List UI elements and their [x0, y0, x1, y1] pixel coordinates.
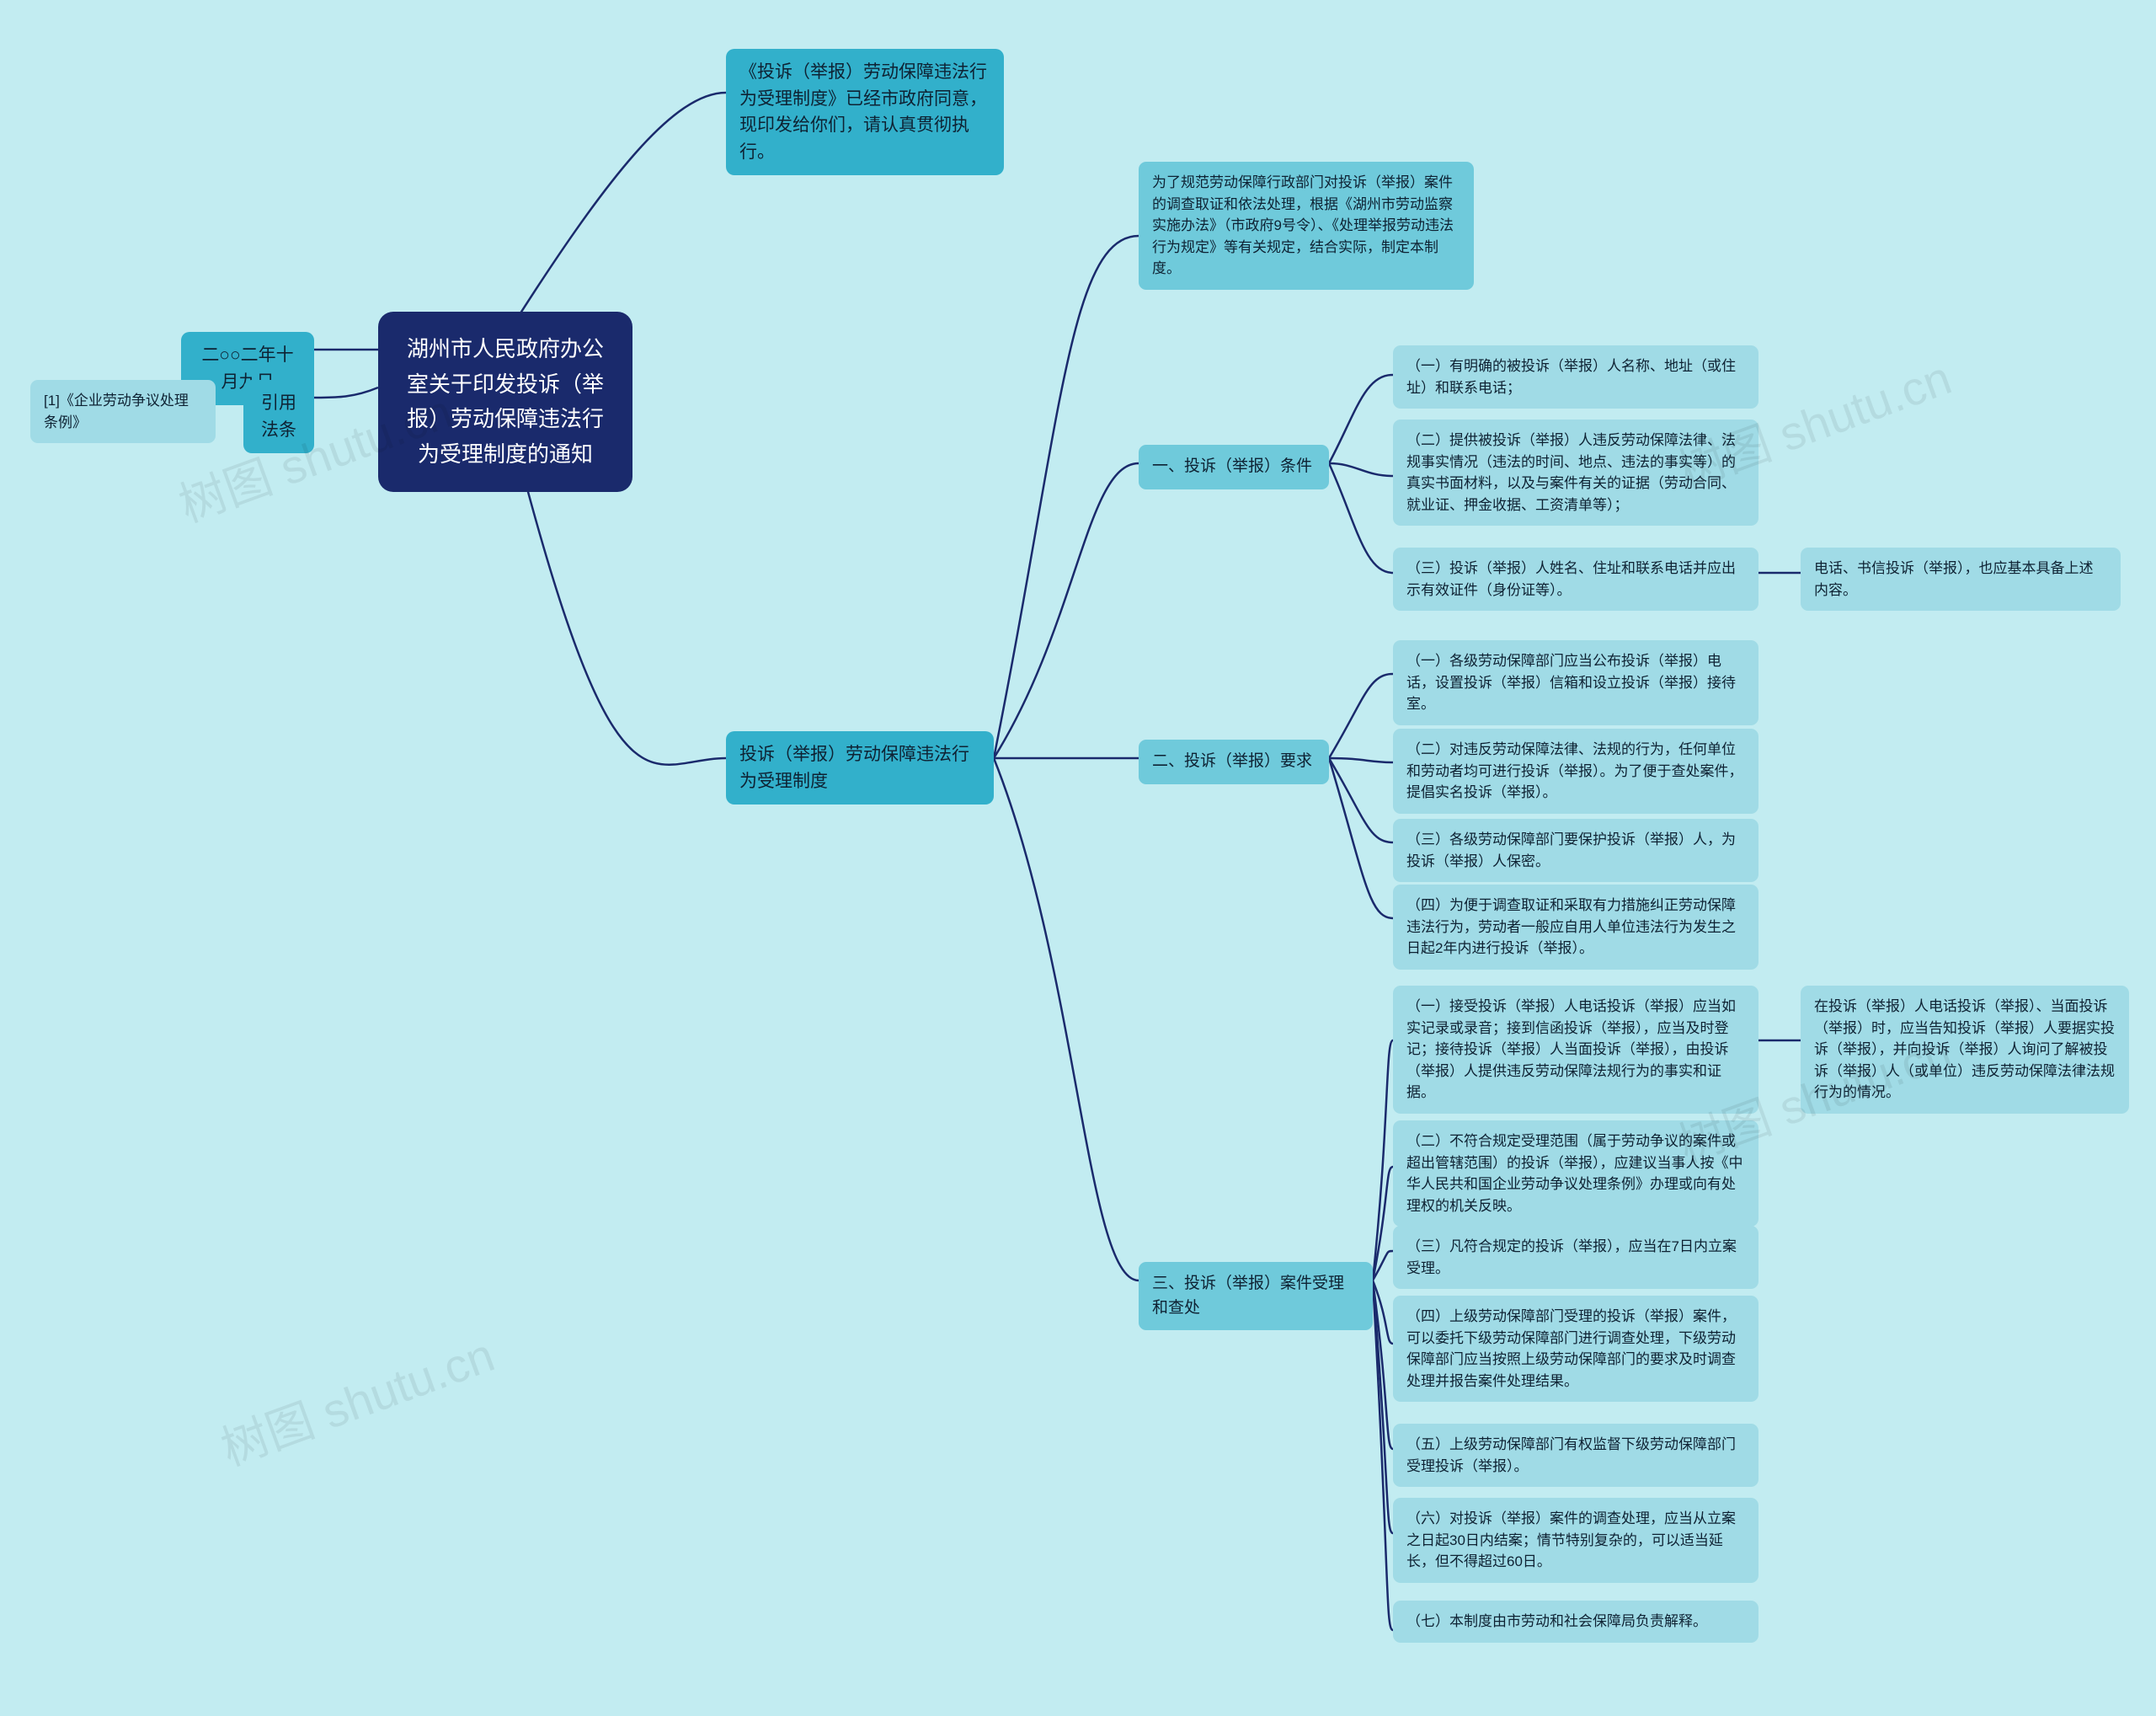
s3-i7-text: （七）本制度由市劳动和社会保障局负责解释。: [1406, 1613, 1707, 1629]
root-node[interactable]: 湖州市人民政府办公室关于印发投诉（举报）劳动保障违法行为受理制度的通知: [378, 312, 632, 492]
s3-i3-text: （三）凡符合规定的投诉（举报），应当在7日内立案受理。: [1406, 1238, 1737, 1276]
s2-i2-text: （二）对违反劳动保障法律、法规的行为，任何单位和劳动者均可进行投诉（举报）。为了…: [1406, 741, 1743, 800]
preface-text: 为了规范劳动保障行政部门对投诉（举报）案件的调查取证和依法处理，根据《湖州市劳动…: [1152, 174, 1454, 276]
s1-header-text: 一、投诉（举报）条件: [1152, 457, 1312, 475]
s3-i4-text: （四）上级劳动保障部门受理的投诉（举报）案件，可以委托下级劳动保障部门进行调查处…: [1406, 1308, 1736, 1389]
top-branch-text: 《投诉（举报）劳动保障违法行为受理制度》已经市政府同意，现印发给你们，请认真贯彻…: [739, 62, 987, 162]
s1-i3-node[interactable]: （三）投诉（举报）人姓名、住址和联系电话并应出示有效证件（身份证等）。: [1393, 548, 1758, 611]
s3-header-text: 三、投诉（举报）案件受理和查处: [1152, 1275, 1344, 1317]
connector-layer: [0, 0, 2156, 1716]
s3-i1-node[interactable]: （一）接受投诉（举报）人电话投诉（举报）应当如实记录或录音；接到信函投诉（举报）…: [1393, 986, 1758, 1114]
s1-i1-text: （一）有明确的被投诉（举报）人名称、地址（或住址）和联系电话；: [1406, 358, 1736, 396]
s1-i2-node[interactable]: （二）提供被投诉（举报）人违反劳动保障法律、法规事实情况（违法的时间、地点、违法…: [1393, 420, 1758, 526]
s3-i2-node[interactable]: （二）不符合规定受理范围（属于劳动争议的案件或超出管辖范围）的投诉（举报），应建…: [1393, 1120, 1758, 1227]
cite-text: [1]《企业劳动争议处理条例》: [44, 393, 189, 430]
s3-i6-text: （六）对投诉（举报）案件的调查处理，应当从立案之日起30日内结案；情节特别复杂的…: [1406, 1510, 1736, 1569]
s1-i3-text: （三）投诉（举报）人姓名、住址和联系电话并应出示有效证件（身份证等）。: [1406, 560, 1736, 598]
s1-i1-node[interactable]: （一）有明确的被投诉（举报）人名称、地址（或住址）和联系电话；: [1393, 345, 1758, 409]
s3-i1-extra-node[interactable]: 在投诉（举报）人电话投诉（举报）、当面投诉（举报）时，应当告知投诉（举报）人要据…: [1801, 986, 2129, 1114]
s1-i3-extra-node[interactable]: 电话、书信投诉（举报），也应基本具备上述内容。: [1801, 548, 2121, 611]
s3-i4-node[interactable]: （四）上级劳动保障部门受理的投诉（举报）案件，可以委托下级劳动保障部门进行调查处…: [1393, 1296, 1758, 1402]
s2-i3-text: （三）各级劳动保障部门要保护投诉（举报）人，为投诉（举报）人保密。: [1406, 831, 1736, 869]
s2-i2-node[interactable]: （二）对违反劳动保障法律、法规的行为，任何单位和劳动者均可进行投诉（举报）。为了…: [1393, 729, 1758, 814]
s2-i4-text: （四）为便于调查取证和采取有力措施纠正劳动保障违法行为，劳动者一般应自用人单位违…: [1406, 897, 1736, 956]
cite-label-text: 引用法条: [261, 393, 296, 440]
s3-i3-node[interactable]: （三）凡符合规定的投诉（举报），应当在7日内立案受理。: [1393, 1226, 1758, 1289]
s2-header-text: 二、投诉（举报）要求: [1152, 752, 1312, 770]
s3-i1-text: （一）接受投诉（举报）人电话投诉（举报）应当如实记录或录音；接到信函投诉（举报）…: [1406, 998, 1736, 1100]
top-branch-node[interactable]: 《投诉（举报）劳动保障违法行为受理制度》已经市政府同意，现印发给你们，请认真贯彻…: [726, 49, 1004, 175]
preface-node[interactable]: 为了规范劳动保障行政部门对投诉（举报）案件的调查取证和依法处理，根据《湖州市劳动…: [1139, 162, 1474, 290]
s2-i1-node[interactable]: （一）各级劳动保障部门应当公布投诉（举报）电话，设置投诉（举报）信箱和设立投诉（…: [1393, 640, 1758, 725]
s1-header-node[interactable]: 一、投诉（举报）条件: [1139, 445, 1329, 489]
s3-i5-node[interactable]: （五）上级劳动保障部门有权监督下级劳动保障部门受理投诉（举报）。: [1393, 1424, 1758, 1487]
watermark: 树图 shutu.cn: [211, 1318, 503, 1479]
s2-i4-node[interactable]: （四）为便于调查取证和采取有力措施纠正劳动保障违法行为，劳动者一般应自用人单位违…: [1393, 885, 1758, 970]
s3-i6-node[interactable]: （六）对投诉（举报）案件的调查处理，应当从立案之日起30日内结案；情节特别复杂的…: [1393, 1498, 1758, 1583]
root-text: 湖州市人民政府办公室关于印发投诉（举报）劳动保障违法行为受理制度的通知: [407, 336, 604, 467]
s1-i3-extra-text: 电话、书信投诉（举报），也应基本具备上述内容。: [1814, 560, 2094, 598]
s1-i2-text: （二）提供被投诉（举报）人违反劳动保障法律、法规事实情况（违法的时间、地点、违法…: [1406, 432, 1736, 513]
s3-i7-node[interactable]: （七）本制度由市劳动和社会保障局负责解释。: [1393, 1601, 1758, 1643]
s3-header-node[interactable]: 三、投诉（举报）案件受理和查处: [1139, 1262, 1373, 1330]
s3-i5-text: （五）上级劳动保障部门有权监督下级劳动保障部门受理投诉（举报）。: [1406, 1436, 1736, 1474]
s2-i3-node[interactable]: （三）各级劳动保障部门要保护投诉（举报）人，为投诉（举报）人保密。: [1393, 819, 1758, 882]
main-branch-text: 投诉（举报）劳动保障违法行为受理制度: [739, 745, 969, 791]
s3-i2-text: （二）不符合规定受理范围（属于劳动争议的案件或超出管辖范围）的投诉（举报），应建…: [1406, 1133, 1743, 1214]
cite-label-node[interactable]: 引用法条: [243, 380, 314, 453]
s2-i1-text: （一）各级劳动保障部门应当公布投诉（举报）电话，设置投诉（举报）信箱和设立投诉（…: [1406, 653, 1736, 712]
s3-i1-extra-text: 在投诉（举报）人电话投诉（举报）、当面投诉（举报）时，应当告知投诉（举报）人要据…: [1814, 998, 2115, 1100]
cite-text-node[interactable]: [1]《企业劳动争议处理条例》: [30, 380, 216, 443]
main-branch-node[interactable]: 投诉（举报）劳动保障违法行为受理制度: [726, 731, 994, 805]
s2-header-node[interactable]: 二、投诉（举报）要求: [1139, 740, 1329, 784]
